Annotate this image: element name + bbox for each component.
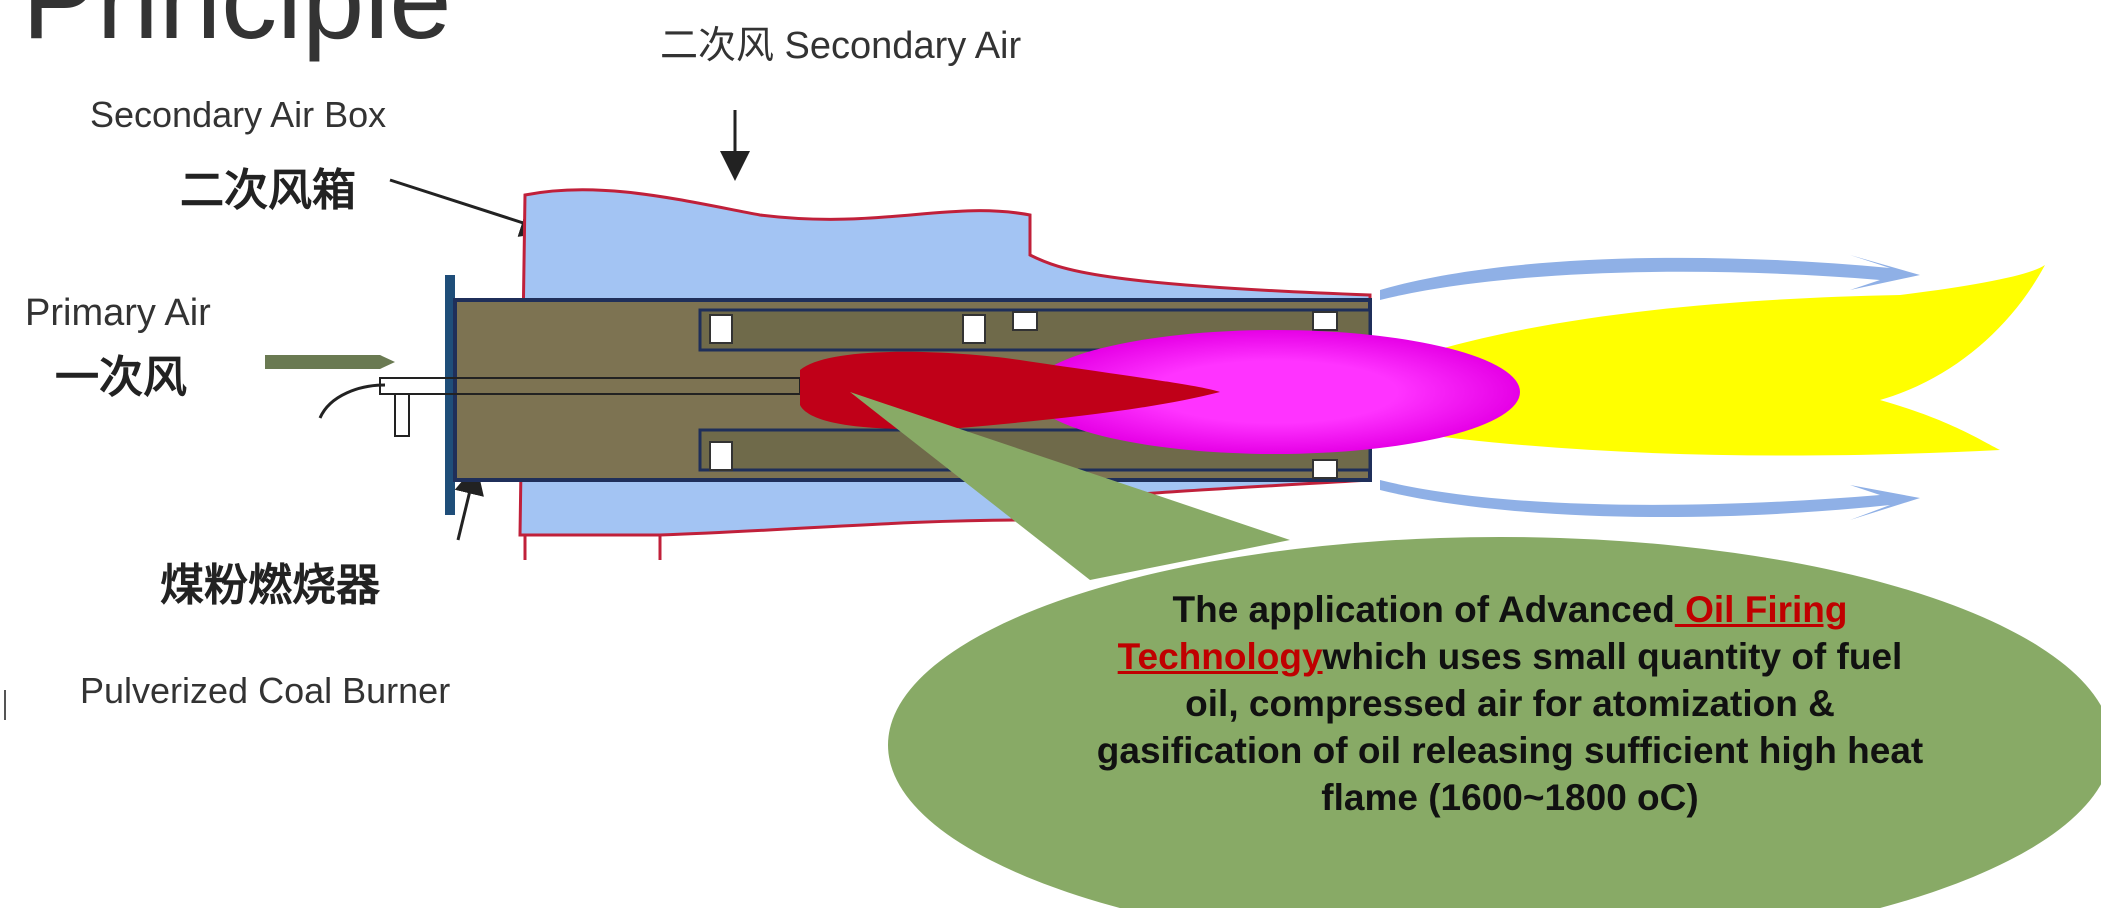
callout-text: The application of Advanced Oil Firing T… — [1090, 586, 1930, 821]
text: The application of Advanced — [1172, 589, 1675, 630]
label: Pulverized Coal Burner — [80, 670, 450, 711]
label: 二次风箱 — [180, 165, 356, 216]
callout-tail — [850, 392, 1290, 580]
flame-magenta — [1030, 330, 1520, 454]
callout-bubble — [888, 537, 2101, 908]
valve — [394, 393, 410, 437]
label: 一次风 — [55, 352, 187, 403]
title: Principle — [22, 0, 452, 62]
air-flow — [1380, 255, 1920, 300]
air-flow — [1380, 480, 1920, 520]
swirlers — [709, 311, 1338, 479]
text: which uses small quantity of fuel oil, c… — [1096, 636, 1924, 818]
oil-pipe — [318, 383, 386, 419]
label: Primary Air — [25, 292, 211, 334]
label: 煤粉燃烧器 — [160, 560, 381, 611]
flame-red — [800, 351, 1220, 430]
arrow — [265, 355, 395, 369]
link[interactable]: Oil Firing Technology — [1117, 589, 1848, 677]
label: 二次风 Secondary Air — [660, 25, 1021, 67]
label: Secondary Air Box — [90, 94, 386, 135]
arrow — [389, 178, 551, 237]
